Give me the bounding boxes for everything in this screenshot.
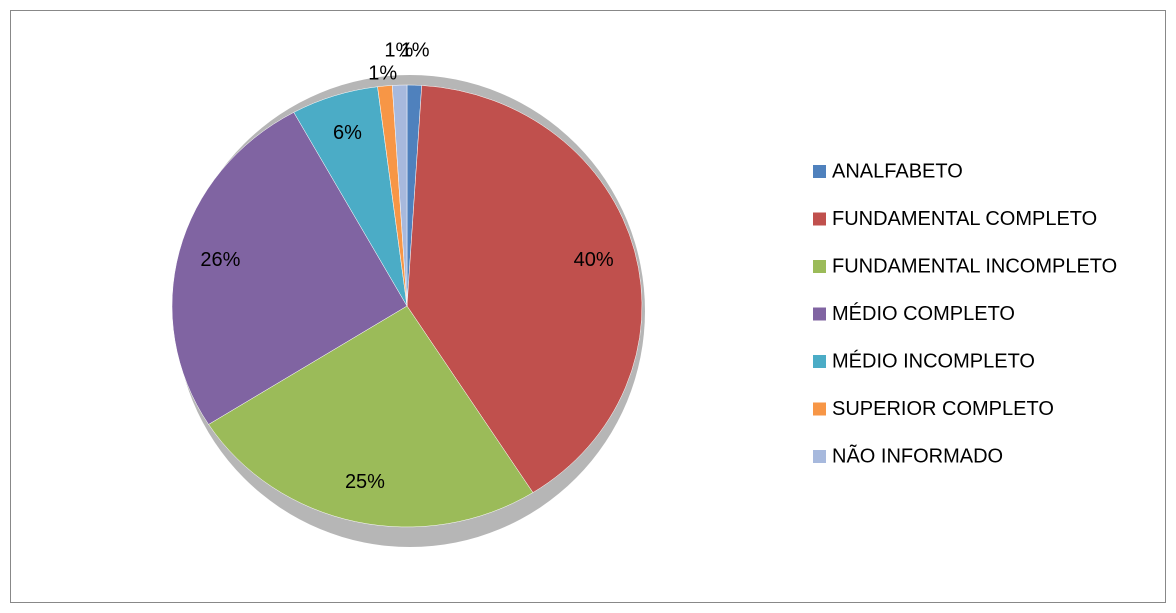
legend-label: MÉDIO INCOMPLETO <box>832 349 1035 372</box>
data-label: 40% <box>574 249 614 271</box>
pie-slice <box>171 112 408 425</box>
data-label: 1% <box>401 39 430 61</box>
legend-label: FUNDAMENTAL INCOMPLETO <box>832 255 1117 277</box>
legend-swatch <box>813 355 826 368</box>
legend-label: NÃO INFORMADO <box>832 443 1003 467</box>
legend-swatch <box>813 165 826 178</box>
data-label: 26% <box>200 249 240 271</box>
data-label: 1% <box>384 39 413 61</box>
legend-label: MÉDIO COMPLETO <box>832 302 1015 325</box>
legend-swatch <box>813 450 826 463</box>
pie-slice <box>208 305 534 528</box>
legend-swatch <box>813 212 826 226</box>
data-label: 1% <box>368 62 397 84</box>
legend-swatch <box>813 307 826 321</box>
data-label: 6% <box>333 122 362 144</box>
legend-label: SUPERIOR COMPLETO <box>832 398 1054 420</box>
pie-slice <box>406 85 643 493</box>
legend-swatch <box>813 260 826 273</box>
legend-label: ANALFABETO <box>832 160 963 182</box>
legend-label: FUNDAMENTAL COMPLETO <box>832 208 1097 230</box>
data-label: 25% <box>345 471 385 493</box>
pie-slice <box>391 84 408 307</box>
legend-swatch <box>813 402 826 416</box>
